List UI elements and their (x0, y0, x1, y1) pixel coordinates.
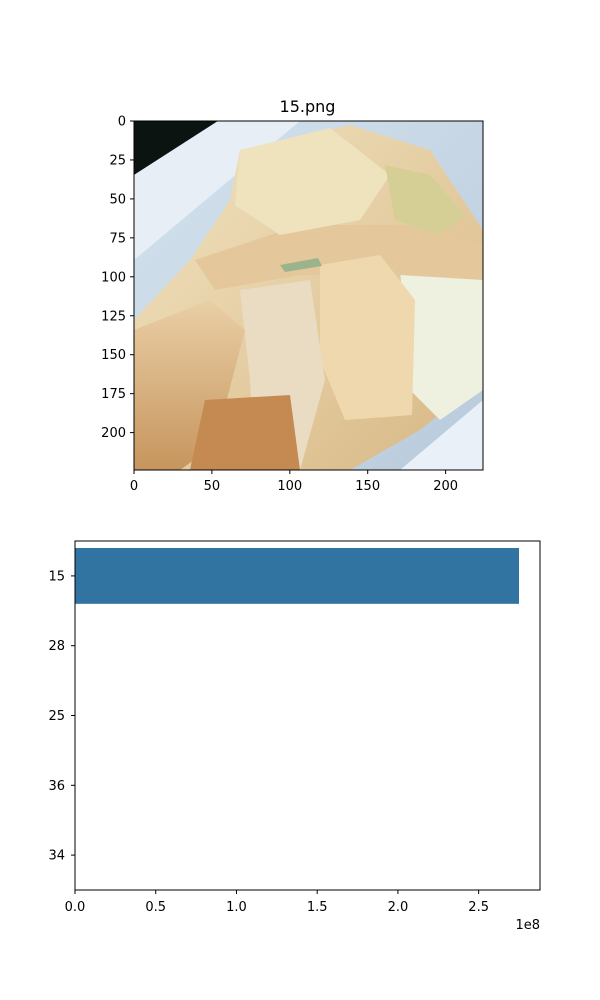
y-tick-label: 15 (48, 569, 65, 584)
image-y-tick-label: 100 (101, 270, 126, 285)
x-tick-label: 0.5 (145, 900, 166, 915)
food-photo (134, 121, 483, 470)
y-tick-label: 36 (48, 779, 65, 794)
image-axes-frame (133, 120, 484, 471)
bar-series (75, 547, 520, 604)
x-tick-label: 2.5 (468, 900, 489, 915)
image-x-tick-label: 50 (204, 479, 221, 494)
x-tick-label: 2.0 (388, 900, 409, 915)
image-x-tick-label: 100 (277, 479, 302, 494)
image-title: 15.png (280, 97, 336, 116)
image-y-tick-label: 125 (101, 309, 126, 324)
x-tick-label: 0.0 (65, 900, 86, 915)
y-tick-label: 25 (48, 709, 65, 724)
image-panel: 15.png (101, 97, 484, 495)
x-offset-label: 1e8 (515, 918, 540, 933)
bar-15 (75, 547, 520, 604)
image-y-tick-label: 50 (109, 192, 126, 207)
x-tick-label: 1.0 (226, 900, 247, 915)
bar-panel: 15 28 25 36 34 0.0 0.5 1.0 1.5 2.0 2.5 1e8 (48, 540, 541, 933)
y-tick-label: 28 (48, 639, 65, 654)
y-tick-label: 34 (48, 849, 65, 864)
image-y-tick-label: 175 (101, 387, 126, 402)
image-y-tick-label: 25 (109, 153, 126, 168)
bar-axis-ticks: 15 28 25 36 34 0.0 0.5 1.0 1.5 2.0 2.5 (48, 569, 489, 915)
image-x-tick-label: 0 (130, 479, 138, 494)
image-axis-ticks: 0 50 100 150 200 0 25 50 75 100 125 150 175 200 (101, 115, 458, 495)
image-x-tick-label: 150 (355, 479, 380, 494)
image-y-tick-label: 0 (118, 115, 126, 130)
image-y-tick-label: 150 (101, 348, 126, 363)
image-x-tick-label: 200 (433, 479, 458, 494)
image-y-tick-label: 75 (109, 231, 126, 246)
image-y-tick-label: 200 (101, 426, 126, 441)
x-tick-label: 1.5 (307, 900, 328, 915)
